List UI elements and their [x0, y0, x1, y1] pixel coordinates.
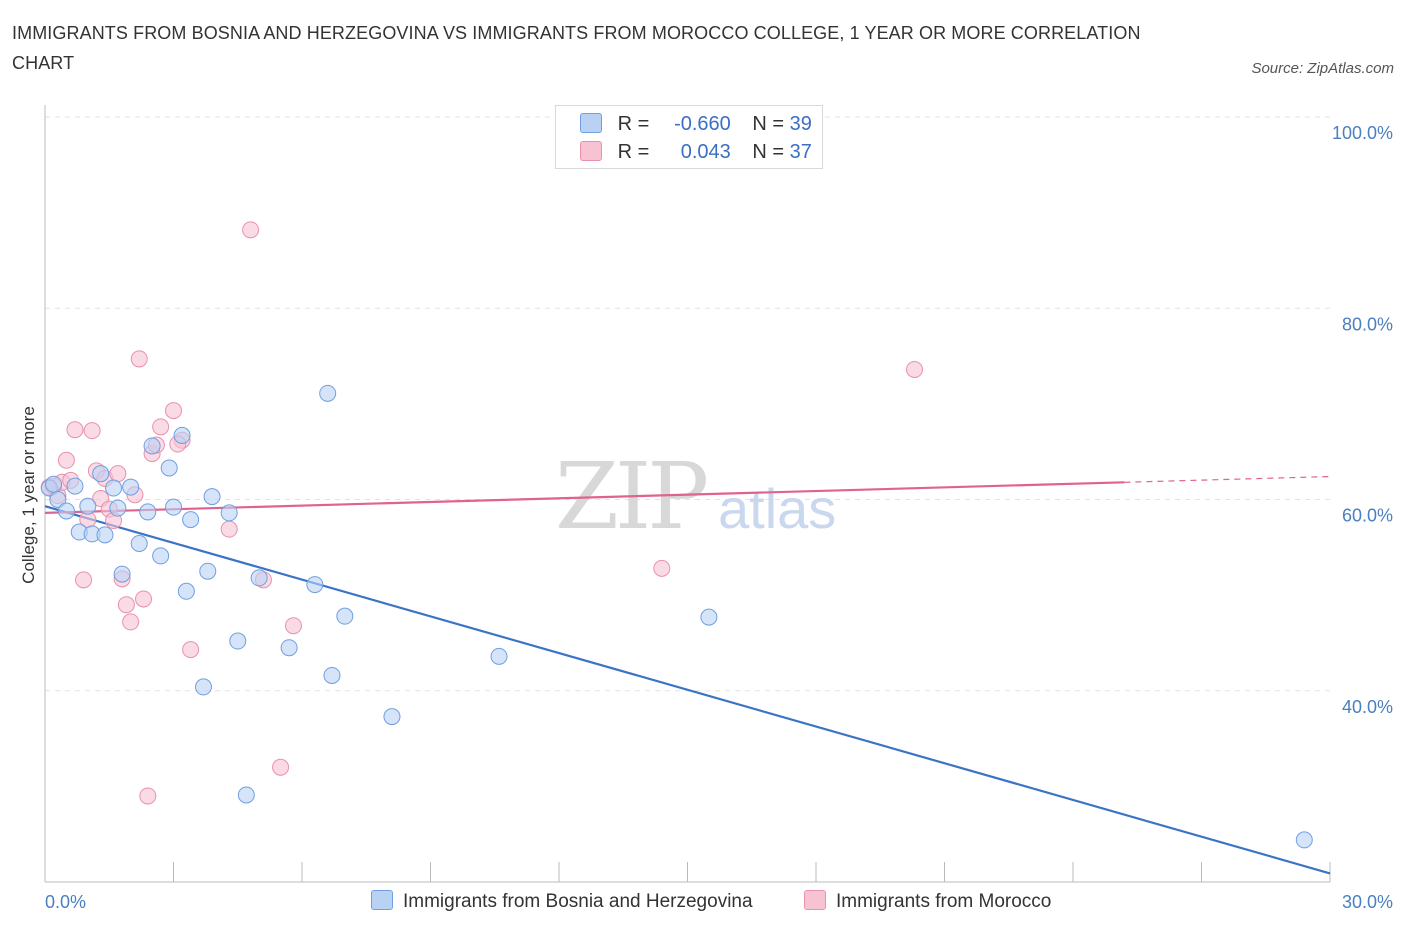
morocco-point	[220, 520, 238, 538]
morocco-point	[135, 590, 153, 608]
y-tick-labels: 40.0% 60.0% 80.0% 100.0%	[1332, 123, 1393, 717]
morocco-point	[152, 418, 170, 436]
morocco-point	[165, 402, 182, 420]
morocco-point	[284, 617, 302, 635]
y-tick-label: 60.0%	[1342, 506, 1393, 526]
bosnia-point	[182, 511, 200, 529]
bosnia-point	[306, 576, 324, 594]
y-tick-label: 100.0%	[1332, 123, 1393, 143]
data-points	[40, 221, 1313, 849]
morocco-point	[130, 350, 148, 368]
bosnia-point	[177, 582, 195, 600]
bosnia-swatch	[580, 113, 602, 133]
bosnia-point	[45, 475, 63, 493]
morocco-n-label: N =	[752, 141, 785, 163]
bosnia-point	[96, 526, 114, 544]
bosnia-point	[220, 504, 238, 522]
morocco-r-label: R =	[617, 141, 650, 163]
morocco-point	[272, 758, 290, 776]
watermark-atlas: atlas	[718, 477, 836, 540]
legend-row-bosnia: R = -0.660 N = 39	[580, 110, 812, 138]
bosnia-point	[250, 569, 268, 587]
legend-row-morocco: R = 0.043 N = 37	[580, 138, 812, 166]
bosnia-r-label: R =	[617, 113, 650, 135]
bosnia-point	[57, 502, 75, 520]
bosnia-point	[113, 565, 131, 583]
x-tick-labels: 0.0% 30.0%	[45, 892, 1393, 912]
morocco-point	[122, 613, 140, 631]
y-axis-label: College, 1 year or more	[19, 406, 38, 584]
morocco-point	[57, 451, 75, 469]
bosnia-point	[336, 607, 354, 625]
series-legend: Immigrants from Bosnia and Herzegovina I…	[0, 888, 1406, 916]
bosnia-point	[383, 708, 401, 726]
bosnia-point	[323, 666, 341, 684]
bosnia-point	[700, 608, 718, 626]
bosnia-point	[139, 503, 157, 521]
bosnia-point	[109, 499, 127, 517]
bosnia-point	[122, 478, 140, 496]
bosnia-point	[237, 786, 255, 804]
x-tick-label: 0.0%	[45, 892, 86, 912]
bosnia-point	[199, 562, 217, 580]
morocco-trend-extension	[1124, 475, 1331, 483]
morocco-point	[242, 221, 260, 239]
bosnia-legend-swatch	[371, 890, 393, 910]
bosnia-point	[105, 479, 123, 497]
chart-title: IMMIGRANTS FROM BOSNIA AND HERZEGOVINA V…	[12, 23, 1141, 73]
bosnia-point	[92, 465, 110, 483]
bosnia-point	[490, 647, 508, 665]
morocco-legend-label: Immigrants from Morocco	[836, 891, 1052, 912]
bosnia-legend-label: Immigrants from Bosnia and Herzegovina	[403, 891, 753, 912]
morocco-point	[75, 571, 93, 589]
grid	[45, 116, 1330, 692]
morocco-point	[66, 421, 84, 439]
morocco-legend-swatch	[804, 890, 826, 910]
bosnia-point	[173, 426, 191, 444]
morocco-point	[182, 641, 200, 659]
bosnia-point	[203, 488, 221, 506]
bosnia-point	[280, 639, 298, 657]
bosnia-point	[152, 547, 170, 565]
legend-item-morocco[interactable]: Immigrants from Morocco	[804, 888, 1051, 916]
morocco-n-value: 37	[789, 141, 812, 163]
source-label: Source: ZipAtlas.com	[1251, 60, 1394, 77]
morocco-point	[117, 596, 135, 614]
morocco-point	[109, 465, 127, 483]
morocco-point	[83, 422, 101, 440]
bosnia-point	[1295, 831, 1313, 849]
bosnia-point	[79, 497, 97, 515]
y-tick-label: 80.0%	[1342, 314, 1393, 334]
morocco-point	[139, 787, 157, 805]
bosnia-n-value: 39	[789, 113, 812, 135]
morocco-swatch	[580, 141, 602, 161]
morocco-r-value: 0.043	[680, 141, 731, 163]
bosnia-point	[194, 678, 212, 696]
bosnia-r-value: -0.660	[674, 113, 731, 135]
bosnia-point	[165, 498, 182, 516]
bosnia-point	[143, 437, 161, 455]
correlation-legend: R = -0.660 N = 39 R = 0.043 N = 37	[555, 105, 823, 169]
morocco-point	[653, 559, 671, 577]
bosnia-point	[319, 384, 337, 402]
bosnia-n-label: N =	[752, 113, 785, 135]
x-tick-label: 30.0%	[1342, 892, 1393, 912]
bosnia-point	[160, 459, 178, 477]
bosnia-point	[66, 477, 84, 495]
morocco-point	[906, 360, 924, 378]
y-tick-label: 40.0%	[1342, 697, 1393, 717]
bosnia-point	[130, 534, 148, 552]
bosnia-point	[229, 632, 247, 650]
bosnia-trend-line	[44, 505, 1331, 875]
legend-item-bosnia[interactable]: Immigrants from Bosnia and Herzegovina	[371, 888, 753, 916]
